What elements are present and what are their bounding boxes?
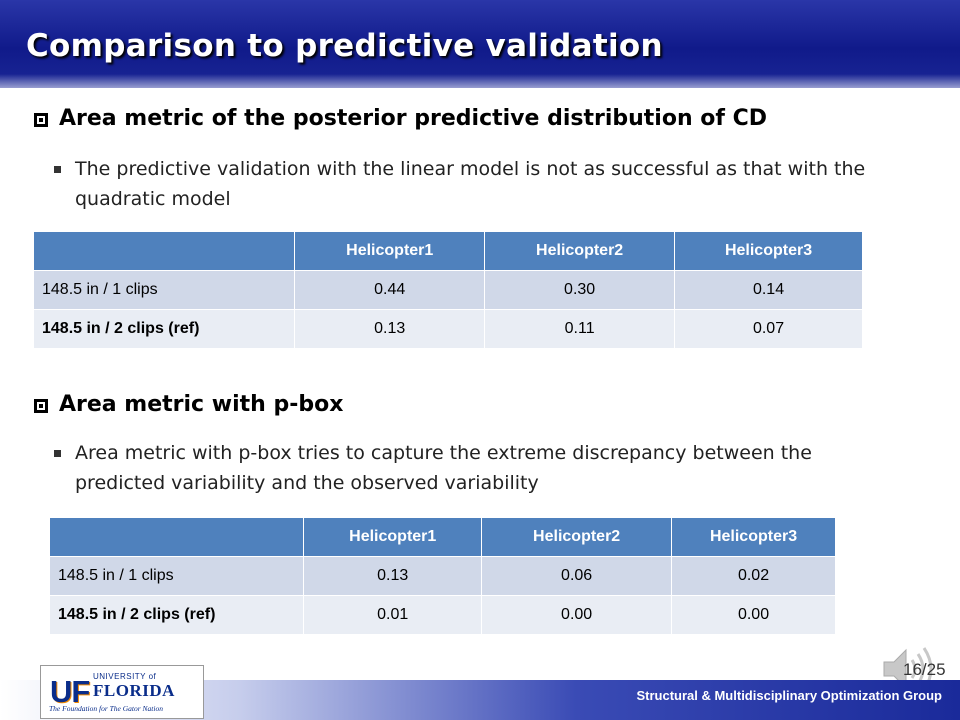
footer-group-name: Structural & Multidisciplinary Optimizat… [636, 688, 942, 703]
page-number: 16/25 [903, 660, 946, 679]
row-label: 148.5 in / 1 clips [34, 270, 296, 310]
logo-university-of: UNIVERSITY of [93, 672, 157, 681]
logo-florida: FLORIDA [93, 681, 175, 700]
checkbox-bullet-icon [34, 112, 48, 127]
table-cell: 0.06 [481, 556, 673, 596]
table-header-helicopter1: Helicopter1 [303, 518, 483, 557]
table-row: 148.5 in / 2 clips (ref) 0.01 0.00 0.00 [50, 595, 836, 634]
table-header-helicopter3: Helicopter3 [671, 518, 836, 557]
table-cell: 0.44 [294, 270, 486, 310]
logo-tagline: The Foundation for The Gator Nation [49, 704, 163, 713]
logo-uf-mark: UF [50, 674, 90, 709]
table-cell: 0.07 [674, 309, 863, 348]
table-header-helicopter1: Helicopter1 [294, 232, 486, 271]
table-cell: 0.00 [481, 595, 673, 634]
table-cell: 0.11 [484, 309, 676, 348]
table-cell: 0.02 [671, 556, 836, 596]
section2-bullet: Area metric with p-box tries to capture … [75, 442, 812, 494]
section1-bullet-row: The predictive validation with the linea… [54, 154, 874, 214]
square-bullet-icon [54, 450, 61, 457]
table-cell: 0.13 [303, 556, 483, 596]
table-row: 148.5 in / 1 clips 0.13 0.06 0.02 [50, 556, 836, 596]
row-label: 148.5 in / 1 clips [50, 556, 305, 596]
section1-bullet: The predictive validation with the linea… [75, 158, 866, 210]
uf-logo: UF UNIVERSITY of FLORIDA The Foundation … [40, 665, 204, 719]
table-header-helicopter2: Helicopter2 [484, 232, 676, 271]
table-header-helicopter2: Helicopter2 [481, 518, 673, 557]
square-bullet-icon [54, 166, 61, 173]
table-cell: 0.14 [674, 270, 863, 310]
table-header-empty [50, 518, 305, 557]
table-header-empty [34, 232, 296, 271]
table-cell: 0.01 [303, 595, 483, 634]
table-row: 148.5 in / 1 clips 0.44 0.30 0.14 [34, 270, 863, 310]
table-cell: 0.00 [671, 595, 836, 634]
area-metric-table: Helicopter1 Helicopter2 Helicopter3 148.… [34, 232, 863, 348]
checkbox-bullet-icon [34, 398, 48, 413]
table-cell: 0.13 [294, 309, 486, 348]
section2-heading: Area metric with p-box [59, 392, 344, 417]
slide-title: Comparison to predictive validation [26, 28, 663, 64]
table-header-helicopter3: Helicopter3 [674, 232, 863, 271]
row-label: 148.5 in / 2 clips (ref) [50, 595, 305, 634]
section2-heading-row: Area metric with p-box [34, 392, 343, 417]
table-row: 148.5 in / 2 clips (ref) 0.13 0.11 0.07 [34, 309, 863, 348]
title-bar [0, 0, 960, 88]
section2-bullet-row: Area metric with p-box tries to capture … [54, 438, 874, 498]
section1-heading: Area metric of the posterior predictive … [59, 106, 768, 131]
table-cell: 0.30 [484, 270, 676, 310]
section1-heading-row: Area metric of the posterior predictive … [34, 106, 767, 131]
pbox-area-metric-table: Helicopter1 Helicopter2 Helicopter3 148.… [50, 518, 836, 634]
row-label: 148.5 in / 2 clips (ref) [34, 309, 296, 348]
